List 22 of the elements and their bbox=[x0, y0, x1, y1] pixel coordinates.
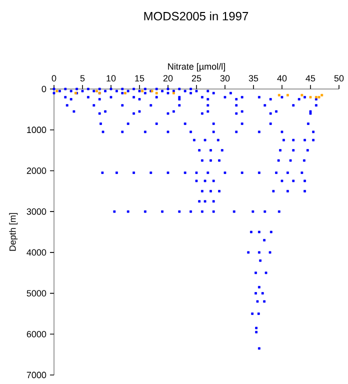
x-axis-title: Nitrate [µmol/l] bbox=[168, 63, 225, 72]
chart-title: MODS2005 in 1997 bbox=[144, 12, 248, 20]
x-tick-label: 15 bbox=[135, 75, 144, 82]
x-tick-label: 45 bbox=[306, 75, 316, 82]
y-tick-label: 5000 bbox=[26, 290, 46, 296]
x-tick-label: 50 bbox=[334, 75, 344, 82]
x-tick-label: 10 bbox=[106, 75, 116, 82]
y-tick-label: 4000 bbox=[26, 249, 46, 256]
x-tick-label: 20 bbox=[163, 75, 173, 82]
x-tick-label: 0 bbox=[52, 75, 56, 82]
x-tick-label: 5 bbox=[80, 75, 85, 82]
y-tick-label: 6000 bbox=[26, 330, 46, 338]
x-tick-label: 40 bbox=[277, 75, 287, 82]
y-tick-label: 3000 bbox=[26, 208, 46, 215]
y-tick-label: 1000 bbox=[27, 126, 46, 134]
y-tick-label: 2000 bbox=[26, 168, 46, 174]
y-tick-label: 0 bbox=[42, 86, 46, 92]
x-tick-label: 25 bbox=[192, 75, 202, 82]
x-tick-label: 35 bbox=[248, 75, 258, 82]
y-axis-title: Depth [m] bbox=[9, 213, 18, 251]
y-tick-label: 7000 bbox=[26, 372, 46, 378]
x-tick-label: 30 bbox=[220, 75, 230, 82]
